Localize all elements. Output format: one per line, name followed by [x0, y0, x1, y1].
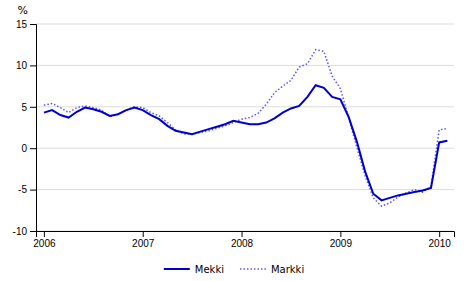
grid-line [36, 148, 454, 149]
y-tick-mark [30, 107, 36, 108]
x-axis: 2006 2007 2008 2009 2010 [33, 231, 454, 249]
grid-line [36, 65, 454, 66]
x-tick: 2007 [132, 231, 155, 249]
x-tick: 2006 [33, 231, 56, 249]
y-tick-label: -5 [18, 184, 27, 195]
legend: Mekki Markki [164, 264, 304, 275]
lines [44, 50, 447, 206]
y-tick-mark [30, 231, 36, 232]
x-tick-label: 2008 [231, 238, 254, 249]
x-tick-mark [340, 231, 341, 237]
y-tick-mark [30, 190, 36, 191]
x-tick: 2009 [330, 231, 353, 249]
y-tick: 15 [16, 19, 36, 30]
y-tick: 5 [21, 102, 36, 113]
y-tick-label: 15 [16, 19, 28, 30]
x-tick: 2010 [429, 231, 452, 249]
x-tick-label: 2009 [330, 238, 353, 249]
series-line [44, 85, 447, 200]
x-tick-label: 2006 [33, 238, 56, 249]
legend-item: Markki [240, 264, 304, 275]
grid-line [36, 189, 454, 190]
grid-line [36, 106, 454, 107]
y-tick-label: 10 [16, 60, 28, 71]
grid-line [36, 24, 454, 25]
legend-item: Mekki [164, 264, 224, 275]
plot-area: 2006 2007 2008 2009 2010 -10 -5 0 5 10 15 [13, 19, 455, 249]
y-tick-mark [30, 24, 36, 25]
y-tick: -10 [13, 226, 36, 237]
x-tick-mark [242, 231, 243, 237]
y-tick-mark [30, 65, 36, 66]
series-line [44, 50, 447, 206]
x-tick-mark [44, 231, 45, 237]
y-tick-mark [30, 148, 36, 149]
chart: 2006 2007 2008 2009 2010 -10 -5 0 5 10 15% Mekki Mar… [0, 0, 468, 281]
y-tick-label: 5 [21, 102, 27, 113]
grid [36, 24, 454, 231]
y-tick-label: -10 [13, 226, 28, 237]
y-axis: -10 -5 0 5 10 15 [13, 19, 37, 237]
legend-label: Mekki [195, 264, 224, 275]
x-tick-mark [439, 231, 440, 237]
legend-swatch [164, 268, 190, 270]
legend-label: Markki [271, 264, 304, 275]
y-tick: 0 [21, 143, 36, 154]
y-tick-label: 0 [21, 143, 27, 154]
y-tick: 10 [16, 60, 36, 71]
y-axis-line [30, 25, 37, 232]
x-tick: 2008 [231, 231, 254, 249]
x-tick-label: 2010 [429, 238, 452, 249]
x-tick-label: 2007 [132, 238, 155, 249]
legend-swatch [240, 268, 266, 270]
x-axis-line [37, 232, 455, 238]
x-tick-mark [143, 231, 144, 237]
y-tick: -5 [18, 184, 36, 195]
y-label: % [18, 4, 28, 17]
